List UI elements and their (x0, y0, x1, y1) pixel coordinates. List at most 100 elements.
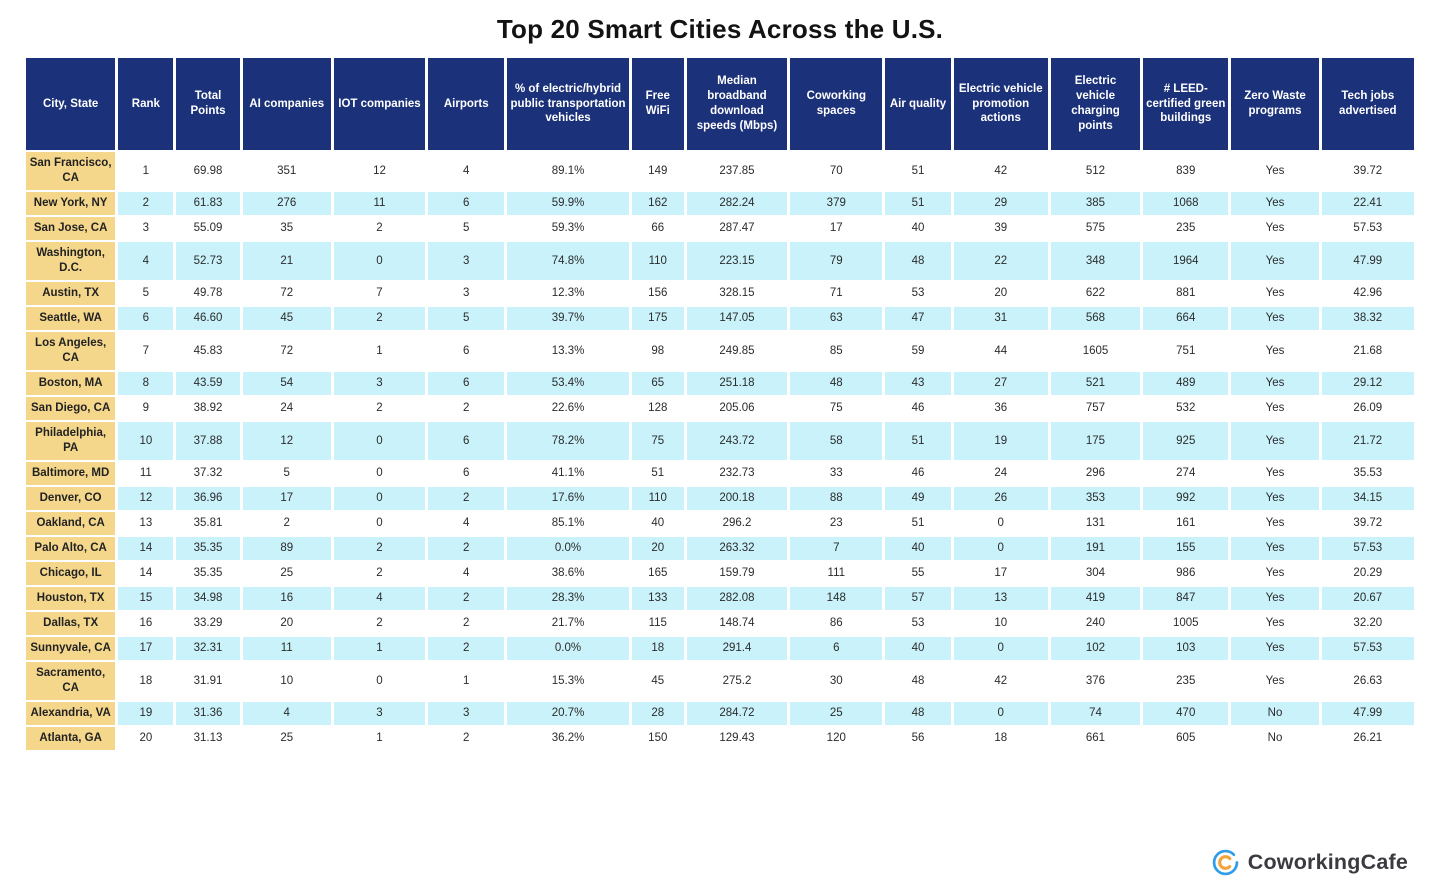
data-cell: 521 (1050, 372, 1141, 395)
data-cell: 3 (118, 217, 174, 240)
data-cell: 353 (1050, 487, 1141, 510)
data-cell: 74.8% (507, 242, 629, 280)
data-cell: 348 (1050, 242, 1141, 280)
data-cell: 0 (333, 662, 426, 700)
data-cell: 17 (790, 217, 883, 240)
data-cell: 2 (333, 612, 426, 635)
data-cell: 21.72 (1321, 422, 1414, 460)
data-cell: 63 (790, 307, 883, 330)
data-cell: 20.67 (1321, 587, 1414, 610)
data-cell: 61.83 (176, 192, 240, 215)
data-cell: 839 (1143, 152, 1229, 190)
table-row: Philadelphia, PA 10 37.88 12 0 6 78.2% 75 243.72… (26, 422, 1414, 460)
data-cell: 37.32 (176, 462, 240, 485)
data-cell: 42.96 (1321, 282, 1414, 305)
data-cell: 24 (242, 397, 331, 420)
data-cell: 282.24 (686, 192, 788, 215)
data-cell: 605 (1143, 727, 1229, 750)
data-cell: 6 (790, 637, 883, 660)
data-cell: 70 (790, 152, 883, 190)
city-cell: Sacramento, CA (26, 662, 116, 700)
column-header-0: City, State (26, 58, 116, 150)
data-cell: 0 (953, 637, 1048, 660)
data-cell: 881 (1143, 282, 1229, 305)
data-cell: 89 (242, 537, 331, 560)
data-cell: 2 (242, 512, 331, 535)
data-cell: 17.6% (507, 487, 629, 510)
data-cell: 6 (118, 307, 174, 330)
data-cell: Yes (1231, 612, 1319, 635)
data-cell: 0 (953, 512, 1048, 535)
data-cell: 1 (333, 332, 426, 370)
data-cell: 47.99 (1321, 702, 1414, 725)
data-cell: 78.2% (507, 422, 629, 460)
data-cell: 1005 (1143, 612, 1229, 635)
data-cell: 156 (631, 282, 684, 305)
data-cell: 72 (242, 282, 331, 305)
city-cell: San Jose, CA (26, 217, 116, 240)
data-cell: 274 (1143, 462, 1229, 485)
data-cell: 85 (790, 332, 883, 370)
data-cell: 162 (631, 192, 684, 215)
column-header-9: Coworking spaces (790, 58, 883, 150)
data-cell: 37.88 (176, 422, 240, 460)
data-cell: 240 (1050, 612, 1141, 635)
data-cell: 12 (242, 422, 331, 460)
data-cell: 1 (333, 727, 426, 750)
data-cell: 155 (1143, 537, 1229, 560)
data-cell: 44 (953, 332, 1048, 370)
data-cell: 2 (428, 397, 505, 420)
coworkingcafe-ring-icon (1212, 849, 1238, 876)
data-cell: 385 (1050, 192, 1141, 215)
table-row: Washington, D.C. 4 52.73 21 0 3 74.8% 110 223.15… (26, 242, 1414, 280)
data-cell: 3 (428, 702, 505, 725)
data-cell: 3 (428, 282, 505, 305)
city-cell: Dallas, TX (26, 612, 116, 635)
data-cell: 205.06 (686, 397, 788, 420)
city-cell: Washington, D.C. (26, 242, 116, 280)
data-cell: 48 (885, 702, 951, 725)
data-cell: 18 (631, 637, 684, 660)
data-cell: 21.68 (1321, 332, 1414, 370)
city-cell: Austin, TX (26, 282, 116, 305)
data-cell: 664 (1143, 307, 1229, 330)
data-cell: 6 (428, 422, 505, 460)
data-cell: 36.96 (176, 487, 240, 510)
data-cell: Yes (1231, 397, 1319, 420)
table-row: Palo Alto, CA 14 35.35 89 2 2 0.0% 20 263.32 7 40 0… (26, 537, 1414, 560)
data-cell: 98 (631, 332, 684, 370)
data-cell: 26.21 (1321, 727, 1414, 750)
data-cell: 26.09 (1321, 397, 1414, 420)
column-header-4: IOT companies (333, 58, 426, 150)
data-cell: 55.09 (176, 217, 240, 240)
city-cell: Alexandria, VA (26, 702, 116, 725)
data-cell: 149 (631, 152, 684, 190)
data-cell: 52.73 (176, 242, 240, 280)
data-cell: No (1231, 727, 1319, 750)
column-header-2: Total Points (176, 58, 240, 150)
data-cell: 0 (333, 242, 426, 280)
data-cell: 51 (885, 192, 951, 215)
data-cell: 251.18 (686, 372, 788, 395)
data-cell: 15 (118, 587, 174, 610)
data-cell: 165 (631, 562, 684, 585)
data-cell: 69.98 (176, 152, 240, 190)
data-cell: 71 (790, 282, 883, 305)
data-cell: 2 (333, 217, 426, 240)
data-cell: 328.15 (686, 282, 788, 305)
smart-cities-table: City, State Rank Total Points AI companies I… (23, 56, 1417, 752)
table-row: Dallas, TX 16 33.29 20 2 2 21.7% 115 148.74 86 53 1… (26, 612, 1414, 635)
data-cell: 7 (790, 537, 883, 560)
data-cell: 22.41 (1321, 192, 1414, 215)
data-cell: 31.36 (176, 702, 240, 725)
data-cell: 986 (1143, 562, 1229, 585)
table-row: Los Angeles, CA 7 45.83 72 1 6 13.3% 98 249.85 85… (26, 332, 1414, 370)
data-cell: 200.18 (686, 487, 788, 510)
data-cell: 2 (333, 562, 426, 585)
data-cell: 376 (1050, 662, 1141, 700)
data-cell: 19 (953, 422, 1048, 460)
data-cell: 49.78 (176, 282, 240, 305)
data-cell: 65 (631, 372, 684, 395)
data-cell: 12 (333, 152, 426, 190)
data-cell: 2 (428, 487, 505, 510)
